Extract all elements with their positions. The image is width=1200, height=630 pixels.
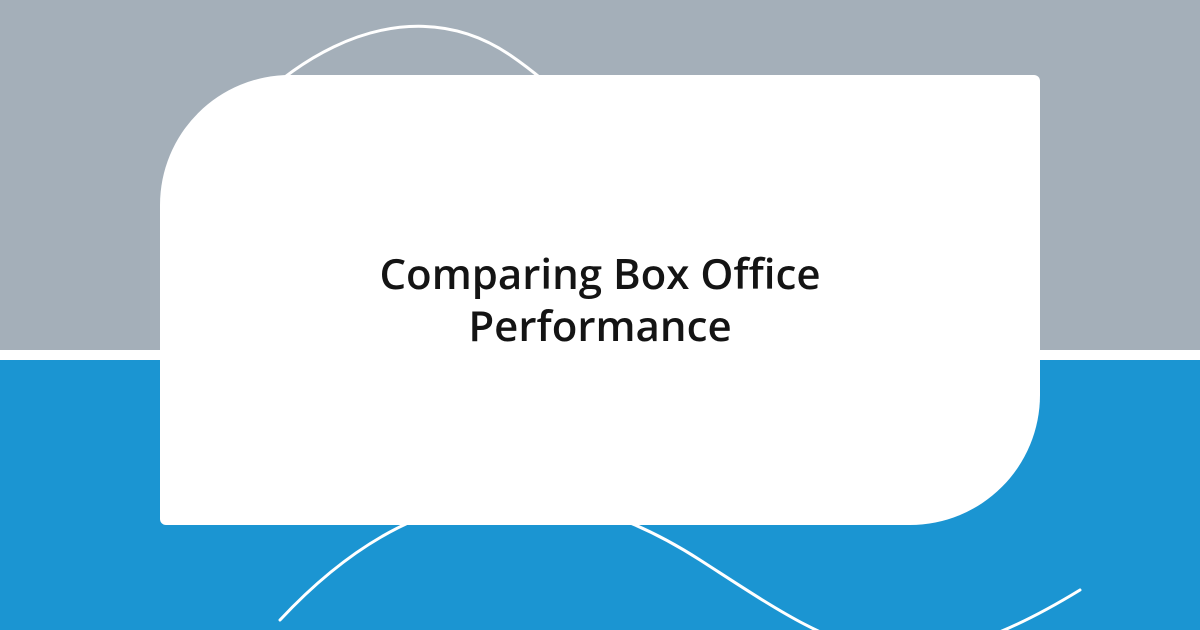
- decorative-curve-bottom: [0, 0, 1200, 630]
- title-card: Comparing Box Office Performance: [0, 0, 1200, 630]
